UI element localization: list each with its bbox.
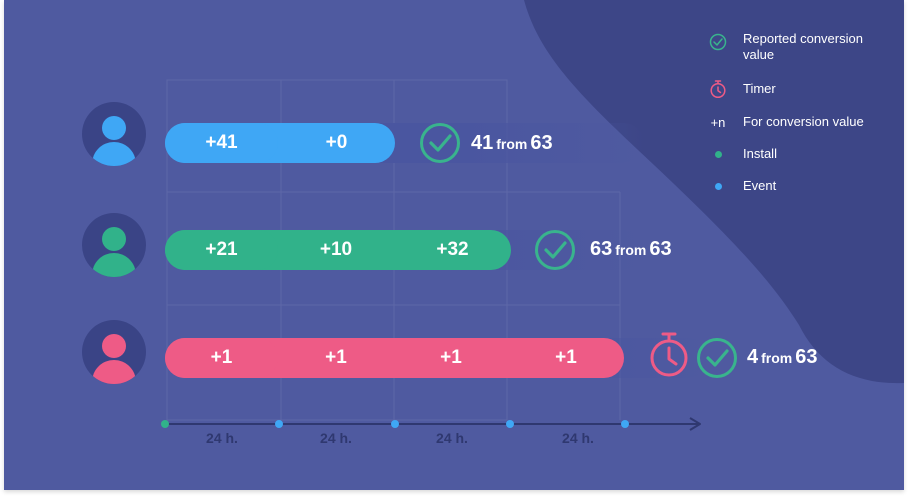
- interval-label: 24 h.: [206, 430, 238, 446]
- result-value: 63: [590, 238, 613, 260]
- segment-value: +0: [325, 132, 348, 153]
- avatar-head: [102, 116, 126, 140]
- avatar-head: [102, 334, 126, 358]
- legend-item-plus-n: +n For conversion value: [704, 111, 893, 133]
- segment-value: +1: [165, 338, 278, 378]
- interval-label: 24 h.: [562, 430, 594, 446]
- legend-label: Install: [743, 146, 777, 161]
- result-text-1: 41 from 63: [471, 132, 553, 155]
- event-dot: [391, 420, 399, 428]
- conversion-bar-3: +1 +1 +1 +1: [165, 338, 624, 378]
- segment-value: +32: [436, 239, 469, 260]
- blue-dot-icon: [714, 182, 722, 190]
- result-total: 63: [795, 346, 818, 368]
- segment-value: +21: [165, 230, 278, 270]
- result-value: 41: [471, 132, 494, 154]
- segment-value: +1: [440, 347, 462, 368]
- check-circle-icon: [709, 33, 727, 51]
- user-avatar-3: [82, 320, 146, 384]
- diagram-canvas: +41 +0 41 from 63 +21 +10 +32 63 from 63 +1 …: [4, 0, 904, 490]
- result-word: from: [761, 350, 793, 366]
- interval-label: 24 h.: [436, 430, 468, 446]
- event-dot: [275, 420, 283, 428]
- segment-value: +1: [555, 347, 577, 368]
- conversion-bar-2: +21 +10 +32: [165, 230, 511, 270]
- background-blob: [524, 0, 904, 384]
- legend-label: Timer: [743, 81, 776, 96]
- legend-item-reported: Reported conversion value: [704, 31, 893, 63]
- event-dot: [506, 420, 514, 428]
- result-text-3: 4 from 63: [747, 346, 818, 369]
- segment-value: +10: [319, 239, 353, 260]
- legend-item-event: Event: [704, 175, 893, 197]
- conversion-bar-1: +41 +0: [165, 123, 395, 163]
- avatar-body: [92, 360, 136, 384]
- legend-label: For conversion value: [743, 114, 864, 129]
- user-avatar-2: [82, 213, 146, 277]
- check-circle-icon: [697, 338, 737, 378]
- user-avatar-1: [82, 102, 146, 166]
- plus-n-icon: +n: [710, 114, 726, 130]
- legend-item-timer: Timer: [704, 78, 893, 100]
- result-word: from: [615, 242, 647, 258]
- event-dot: [621, 420, 629, 428]
- result-total: 63: [649, 238, 672, 260]
- timeline-axis: [161, 417, 701, 431]
- segment-value: +1: [325, 347, 347, 368]
- avatar-head: [102, 227, 126, 251]
- segment-value: +41: [165, 123, 278, 163]
- result-total: 63: [530, 132, 553, 154]
- interval-label: 24 h.: [320, 430, 352, 446]
- green-dot-icon: [714, 150, 722, 158]
- result-text-2: 63 from 63: [590, 238, 672, 261]
- check-circle-icon: [420, 123, 460, 163]
- legend-item-install: Install: [704, 143, 893, 165]
- avatar-body: [92, 142, 136, 166]
- avatar-body: [92, 253, 136, 277]
- legend-label: Reported conversion value: [743, 31, 863, 62]
- result-value: 4: [747, 346, 759, 368]
- timer-icon: [650, 332, 688, 377]
- result-word: from: [496, 136, 528, 152]
- timer-icon: [710, 80, 726, 99]
- legend-label: Event: [743, 178, 777, 193]
- install-dot: [161, 420, 169, 428]
- check-circle-icon: [535, 230, 575, 270]
